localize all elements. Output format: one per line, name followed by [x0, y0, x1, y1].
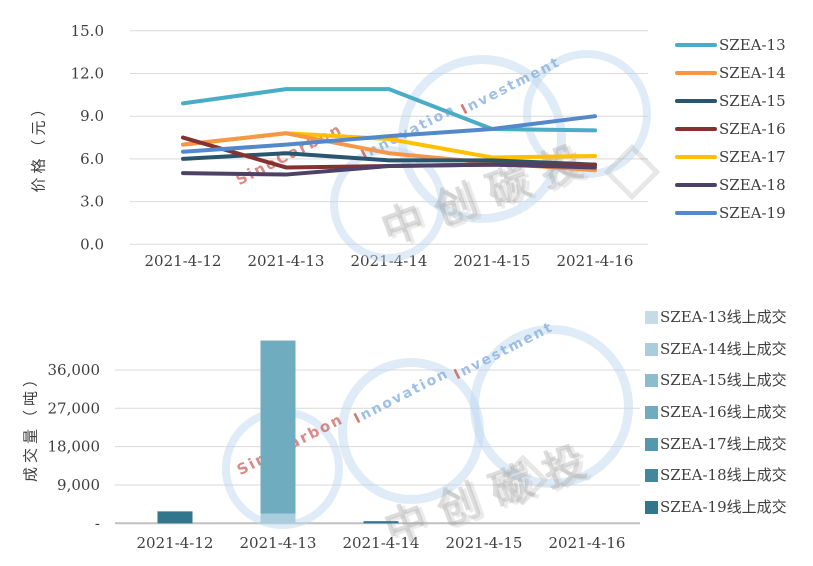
legend-swatch-SZEA-18线上成交 [645, 469, 658, 483]
x-tick-label: 2021-4-14 [343, 534, 420, 552]
legend-item-SZEA-13: SZEA-13 [675, 31, 786, 59]
legend-label: SZEA-19线上成交 [660, 497, 787, 516]
legend-item-SZEA-18线上成交: SZEA-18线上成交 [645, 460, 787, 492]
legend-label: SZEA-19 [719, 203, 786, 222]
legend-label: SZEA-15线上成交 [660, 371, 787, 390]
legend-label: SZEA-15 [719, 91, 786, 110]
legend-label: SZEA-13 [719, 35, 786, 54]
legend-item-SZEA-16线上成交: SZEA-16线上成交 [645, 397, 787, 429]
x-tick-label: 2021-4-16 [557, 252, 634, 270]
series-line-SZEA-13 [181, 87, 597, 133]
legend-swatch-SZEA-16 [675, 127, 717, 131]
price-grid-layer: 0.0 3.0 6.0 9.0 12.0 15.0 2021-4-12 2021-4-13 20… [71, 22, 648, 270]
volume-bars-layer [157, 340, 399, 524]
legend-swatch-SZEA-17 [675, 155, 717, 159]
x-tick-label: 2021-4-15 [454, 252, 531, 270]
series-line-SZEA-15 [181, 151, 597, 167]
legend-swatch-SZEA-19 [675, 211, 717, 215]
legend-label: SZEA-17线上成交 [660, 434, 787, 453]
legend-label: SZEA-13线上成交 [660, 308, 787, 327]
legend-item-SZEA-15: SZEA-15 [675, 87, 786, 115]
y-tick-label: 0.0 [80, 235, 104, 253]
legend-swatch-SZEA-14线上成交 [645, 342, 658, 356]
legend-label: SZEA-14线上成交 [660, 339, 787, 358]
x-tick-label: 2021-4-15 [446, 534, 523, 552]
volume-grid-layer: - 9,000 18,000 27,000 36,000 2021-4-12 2021-4-… [48, 361, 640, 552]
x-tick-label: 2021-4-13 [248, 252, 325, 270]
legend-item-SZEA-19: SZEA-19 [675, 199, 786, 227]
legend-swatch-SZEA-19线上成交 [645, 500, 658, 514]
y-tick-label: 18,000 [48, 438, 101, 456]
y-tick-label: 9,000 [57, 476, 100, 494]
bar-segment-SZEA-19线上成交 [363, 521, 399, 524]
series-line-SZEA-18 [181, 162, 597, 177]
bar-segment-SZEA-19线上成交 [157, 511, 193, 524]
x-tick-label: 2021-4-12 [137, 534, 214, 552]
x-tick-label: 2021-4-14 [351, 252, 428, 270]
legend-swatch-SZEA-13 [675, 43, 717, 47]
legend-label: SZEA-17 [719, 147, 786, 166]
price-series-layer [181, 87, 597, 177]
x-tick-label: 2021-4-12 [145, 252, 222, 270]
legend-item-SZEA-13线上成交: SZEA-13线上成交 [645, 302, 787, 334]
y-tick-label: 27,000 [48, 399, 101, 417]
legend-item-SZEA-17线上成交: SZEA-17线上成交 [645, 428, 787, 460]
series-line-SZEA-19 [181, 114, 597, 154]
legend-item-SZEA-18: SZEA-18 [675, 171, 786, 199]
legend-label: SZEA-16 [719, 119, 786, 138]
legend-swatch-SZEA-17线上成交 [645, 437, 658, 451]
legend-label: SZEA-18线上成交 [660, 466, 787, 485]
bar-segment-SZEA-14线上成交 [260, 513, 296, 524]
legend-swatch-SZEA-13线上成交 [645, 311, 658, 325]
y-tick-label: 12.0 [71, 65, 104, 83]
y-tick-label: 3.0 [80, 193, 104, 211]
volume-axis-title: 成交量（吨） [21, 367, 40, 483]
legend-item-SZEA-14线上成交: SZEA-14线上成交 [645, 334, 787, 366]
legend-label: SZEA-16线上成交 [660, 403, 787, 422]
y-tick-label: - [95, 514, 100, 532]
price-legend: SZEA-13 SZEA-14 SZEA-15 SZEA-16 SZEA-17 SZEA-… [675, 31, 786, 227]
y-tick-label: 6.0 [80, 150, 104, 168]
x-tick-label: 2021-4-13 [240, 534, 317, 552]
price-axis-title: 价格（元） [29, 97, 48, 193]
y-tick-label: 15.0 [71, 22, 104, 40]
legend-item-SZEA-15线上成交: SZEA-15线上成交 [645, 365, 787, 397]
legend-label: SZEA-14 [719, 63, 786, 82]
legend-swatch-SZEA-15 [675, 99, 717, 103]
legend-swatch-SZEA-16线上成交 [645, 406, 658, 420]
legend-item-SZEA-14: SZEA-14 [675, 59, 786, 87]
legend-label: SZEA-18 [719, 175, 786, 194]
volume-legend: SZEA-13线上成交 SZEA-14线上成交 SZEA-15线上成交 SZEA-16… [645, 302, 787, 523]
legend-item-SZEA-19线上成交: SZEA-19线上成交 [645, 492, 787, 524]
y-tick-label: 36,000 [48, 361, 101, 379]
x-tick-label: 2021-4-16 [549, 534, 626, 552]
y-tick-label: 9.0 [80, 107, 104, 125]
legend-swatch-SZEA-15线上成交 [645, 374, 658, 388]
bar-segment-SZEA-16线上成交 [260, 340, 296, 514]
legend-item-SZEA-17: SZEA-17 [675, 143, 786, 171]
legend-item-SZEA-16: SZEA-16 [675, 115, 786, 143]
legend-swatch-SZEA-14 [675, 71, 717, 75]
legend-swatch-SZEA-18 [675, 183, 717, 187]
